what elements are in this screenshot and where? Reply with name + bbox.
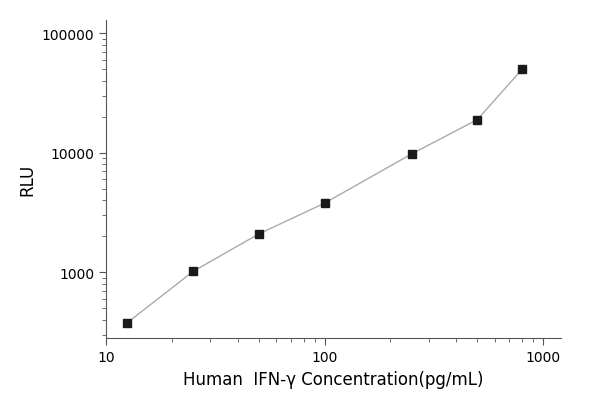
Y-axis label: RLU: RLU xyxy=(18,164,36,196)
X-axis label: Human  IFN-γ Concentration(pg/mL): Human IFN-γ Concentration(pg/mL) xyxy=(183,370,484,388)
